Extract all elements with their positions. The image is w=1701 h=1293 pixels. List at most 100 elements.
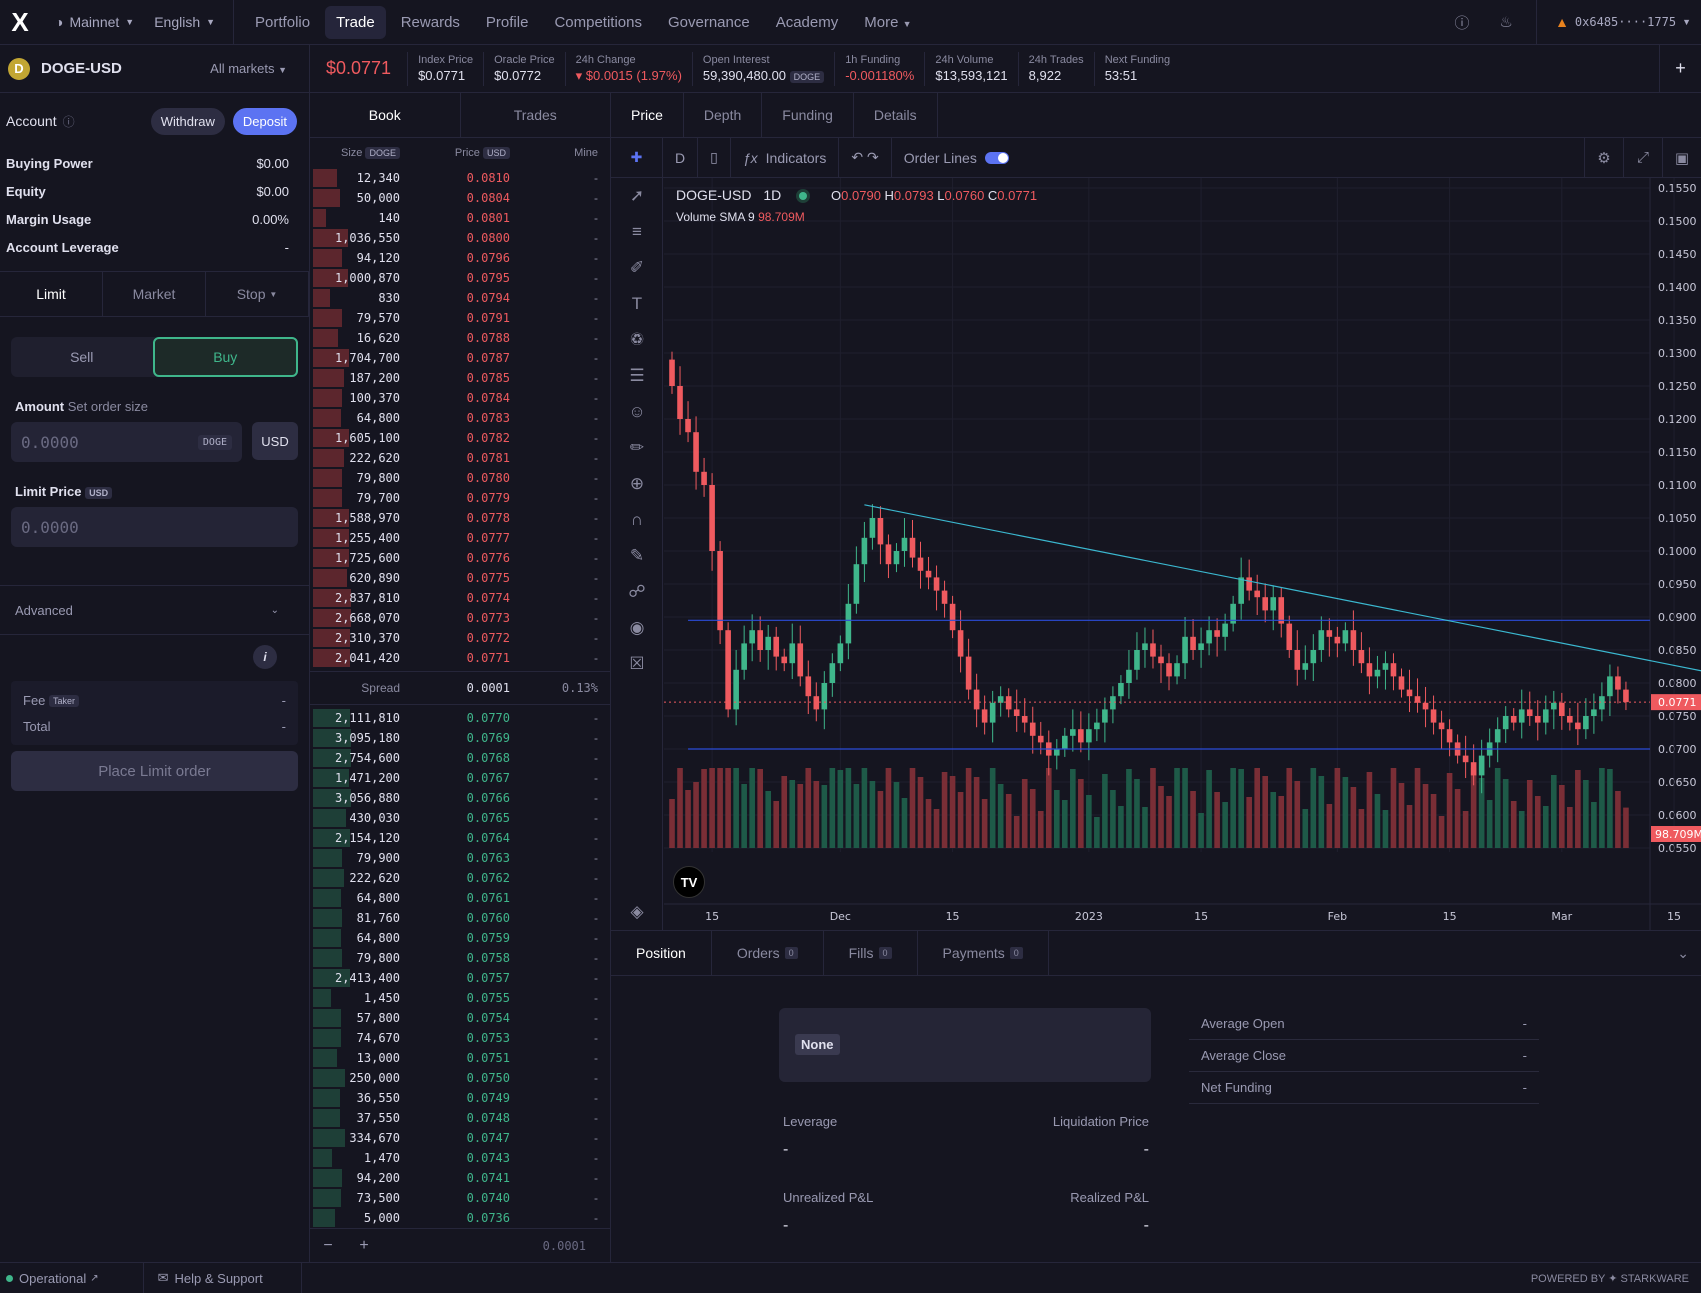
usd-toggle-button[interactable]: USD: [252, 422, 298, 460]
bid-row[interactable]: 81,760 0.0760 -: [310, 908, 610, 928]
ask-row[interactable]: 79,700 0.0779 -: [310, 488, 610, 508]
horizontal-lines-icon[interactable]: ≡: [632, 222, 642, 241]
bid-row[interactable]: 36,550 0.0749 -: [310, 1088, 610, 1108]
zoom-out-button[interactable]: −: [323, 1236, 333, 1254]
nav-trade[interactable]: Trade: [325, 5, 386, 39]
price-chart[interactable]: 0.1550 0.1500 0.1450 0.1400 0.1350 0.1300 0.12…: [664, 178, 1701, 930]
trend-line-icon[interactable]: ➚: [629, 186, 645, 205]
interval-button[interactable]: D: [663, 138, 699, 177]
bid-row[interactable]: 250,000 0.0750 -: [310, 1068, 610, 1088]
text-tool-icon[interactable]: T: [631, 294, 643, 313]
tab-funding[interactable]: Funding: [762, 93, 854, 137]
app-logo[interactable]: X: [11, 6, 29, 37]
bell-icon[interactable]: ♨: [1499, 14, 1513, 31]
order-lines-toggle[interactable]: Order Lines: [892, 138, 1021, 177]
ask-row[interactable]: 1,704,700 0.0787 -: [310, 348, 610, 368]
tab-price[interactable]: Price: [611, 93, 684, 137]
lock-draw-icon[interactable]: ✎: [629, 546, 645, 565]
ask-row[interactable]: 620,890 0.0775 -: [310, 568, 610, 588]
bid-row[interactable]: 73,500 0.0740 -: [310, 1188, 610, 1208]
info-icon[interactable]: i: [253, 645, 277, 669]
ask-row[interactable]: 187,200 0.0785 -: [310, 368, 610, 388]
settings-gear-icon[interactable]: ⚙: [1584, 138, 1623, 177]
bid-row[interactable]: 222,620 0.0762 -: [310, 868, 610, 888]
bid-row[interactable]: 1,471,200 0.0767 -: [310, 768, 610, 788]
bid-row[interactable]: 2,413,400 0.0757 -: [310, 968, 610, 988]
add-widget-icon[interactable]: +: [1659, 44, 1701, 93]
sell-button[interactable]: Sell: [70, 349, 94, 365]
amount-input[interactable]: 0.0000 DOGE: [11, 422, 242, 462]
undo-redo-icon[interactable]: ↶ ↷: [839, 138, 892, 177]
bid-row[interactable]: 1,450 0.0755 -: [310, 988, 610, 1008]
tab-details[interactable]: Details: [854, 93, 938, 137]
language-select[interactable]: English ▼: [144, 0, 225, 44]
bid-row[interactable]: 3,056,880 0.0766 -: [310, 788, 610, 808]
tick-size[interactable]: 0.0001: [542, 1238, 586, 1253]
ask-row[interactable]: 94,120 0.0796 -: [310, 248, 610, 268]
ask-row[interactable]: 2,668,070 0.0773 -: [310, 608, 610, 628]
nav-rewards[interactable]: Rewards: [400, 13, 460, 31]
nav-profile[interactable]: Profile: [485, 13, 529, 31]
bid-row[interactable]: 13,000 0.0751 -: [310, 1048, 610, 1068]
bid-row[interactable]: 57,800 0.0754 -: [310, 1008, 610, 1028]
collapse-chevron-icon[interactable]: ⌄: [1677, 944, 1689, 961]
deposit-button[interactable]: Deposit: [232, 107, 297, 135]
wallet-button[interactable]: ▲ 0x6485····1775 ▼: [1545, 0, 1701, 44]
bid-row[interactable]: 334,670 0.0747 -: [310, 1128, 610, 1148]
tab-orders[interactable]: Orders 0: [712, 931, 824, 975]
network-select[interactable]: ◑ Mainnet ▼: [45, 0, 144, 44]
trash-icon[interactable]: ☒: [629, 654, 645, 673]
info-circle-icon[interactable]: ⓘ: [62, 114, 75, 129]
crosshair-tool-icon[interactable]: ✚: [611, 138, 663, 177]
ask-row[interactable]: 16,620 0.0788 -: [310, 328, 610, 348]
bid-row[interactable]: 1,470 0.0743 -: [310, 1148, 610, 1168]
tab-trades[interactable]: Trades: [513, 107, 557, 123]
advanced-toggle[interactable]: Advanced ⌄: [0, 585, 309, 635]
ask-row[interactable]: 79,570 0.0791 -: [310, 308, 610, 328]
bid-row[interactable]: 74,670 0.0753 -: [310, 1028, 610, 1048]
ask-row[interactable]: 79,800 0.0780 -: [310, 468, 610, 488]
zoom-in-icon[interactable]: ⊕: [629, 474, 645, 493]
nav-academy[interactable]: Academy: [775, 13, 839, 31]
ask-row[interactable]: 1,588,970 0.0778 -: [310, 508, 610, 528]
all-markets-button[interactable]: All markets ▼: [210, 61, 287, 76]
ruler-icon[interactable]: ✏: [629, 438, 645, 457]
tab-payments[interactable]: Payments 0: [918, 931, 1049, 975]
magnet-icon[interactable]: ∩: [630, 510, 644, 529]
ask-row[interactable]: 1,000,870 0.0795 -: [310, 268, 610, 288]
indicators-button[interactable]: ƒx Indicators: [731, 138, 840, 177]
ask-row[interactable]: 2,041,420 0.0771 -: [310, 648, 610, 668]
camera-icon[interactable]: ▣: [1662, 138, 1701, 177]
bid-row[interactable]: 94,200 0.0741 -: [310, 1168, 610, 1188]
ask-row[interactable]: 1,605,100 0.0782 -: [310, 428, 610, 448]
ask-row[interactable]: 1,036,550 0.0800 -: [310, 228, 610, 248]
ask-row[interactable]: 1,725,600 0.0776 -: [310, 548, 610, 568]
ask-row[interactable]: 1,255,400 0.0777 -: [310, 528, 610, 548]
zoom-in-button[interactable]: +: [359, 1236, 369, 1254]
ask-row[interactable]: 12,340 0.0810 -: [310, 168, 610, 188]
tab-market[interactable]: Market: [103, 272, 206, 316]
ask-row[interactable]: 830 0.0794 -: [310, 288, 610, 308]
ask-row[interactable]: 100,370 0.0784 -: [310, 388, 610, 408]
ask-row[interactable]: 50,000 0.0804 -: [310, 188, 610, 208]
nav-competitions[interactable]: Competitions: [554, 13, 642, 31]
withdraw-button[interactable]: Withdraw: [150, 107, 225, 135]
brush-icon[interactable]: ✐: [629, 258, 645, 277]
bid-row[interactable]: 79,900 0.0763 -: [310, 848, 610, 868]
lock-icon[interactable]: ☍: [628, 582, 646, 601]
status-link[interactable]: Operational: [19, 1270, 87, 1286]
help-icon[interactable]: ⓘ: [1454, 14, 1470, 32]
ask-row[interactable]: 140 0.0801 -: [310, 208, 610, 228]
eye-icon[interactable]: ◉: [629, 618, 645, 637]
help-support-link[interactable]: Help & Support: [174, 1270, 263, 1286]
ask-row[interactable]: 222,620 0.0781 -: [310, 448, 610, 468]
bid-row[interactable]: 64,800 0.0759 -: [310, 928, 610, 948]
bid-row[interactable]: 2,111,810 0.0770 -: [310, 708, 610, 728]
bid-row[interactable]: 2,154,120 0.0764 -: [310, 828, 610, 848]
bid-row[interactable]: 37,550 0.0748 -: [310, 1108, 610, 1128]
tab-depth[interactable]: Depth: [684, 93, 763, 137]
tab-limit[interactable]: Limit: [0, 272, 103, 316]
emoji-icon[interactable]: ☺: [628, 402, 646, 421]
bid-row[interactable]: 5,000 0.0736 -: [310, 1208, 610, 1228]
layers-icon[interactable]: ◈: [630, 902, 644, 921]
